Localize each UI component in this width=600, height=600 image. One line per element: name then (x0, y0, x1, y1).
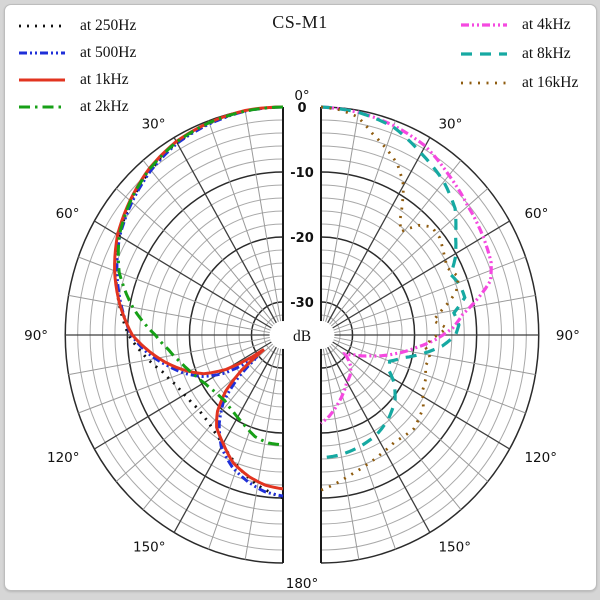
grid-spoke (334, 336, 536, 376)
legend-label-1khz: at 1kHz (80, 70, 129, 88)
grid-spoke (208, 120, 279, 323)
legend-swatch-1khz (19, 78, 65, 81)
legend-label-500hz: at 500Hz (80, 43, 137, 61)
legend-item-4khz: at 4kHz (460, 10, 578, 39)
grid-spoke (244, 110, 282, 322)
series-k2 (116, 105, 284, 447)
grid-spoke (244, 348, 282, 560)
db-tick-label: -10 (290, 166, 314, 181)
grid-spoke (78, 339, 271, 414)
grid-spoke (173, 346, 277, 533)
angle-label: 30° (142, 117, 166, 133)
grid-spoke (332, 220, 510, 329)
db-unit-label: dB (293, 328, 311, 345)
angle-label: 60° (524, 206, 548, 222)
grid-spoke (327, 346, 431, 533)
legend-label-8khz: at 8kHz (522, 44, 571, 62)
grid-spoke (173, 137, 277, 324)
grid-spoke (325, 120, 396, 323)
db-tick-label: -20 (290, 231, 314, 246)
legend-item-1khz: at 1kHz (18, 66, 136, 93)
legend-swatch-2khz (19, 105, 65, 108)
legend-swatch-16khz (461, 81, 507, 84)
legend-swatch-250hz (19, 24, 65, 27)
angle-label: 90° (556, 328, 580, 344)
legend-swatch-500hz (19, 51, 65, 54)
legend-right: at 4kHz at 8kHz at 16kHz (460, 10, 578, 97)
grid-spoke (142, 345, 275, 510)
legend-label-2khz: at 2kHz (80, 97, 129, 115)
series-k8 (320, 105, 467, 460)
legend-swatch-8khz (461, 51, 507, 56)
center-hole (269, 321, 297, 349)
grid-spoke (329, 345, 462, 510)
angle-label: 120° (47, 450, 80, 466)
angle-label-0: 0° (294, 88, 309, 104)
grid-spoke (115, 188, 274, 327)
grid-spoke (322, 348, 360, 560)
grid-spoke (94, 341, 272, 450)
grid-spoke (325, 347, 396, 550)
series-k4 (320, 105, 493, 425)
angle-label: 150° (438, 539, 471, 555)
legend-swatch-4khz (461, 22, 507, 27)
legend-label-250hz: at 250Hz (80, 16, 137, 34)
angle-label-180: 180° (286, 576, 319, 592)
legend-left: at 250Hz at 500Hz at 1kHz at 2kHz (18, 12, 136, 120)
grid-spoke (329, 160, 462, 325)
legend-item-500hz: at 500Hz (18, 39, 136, 66)
legend-item-8khz: at 8kHz (460, 39, 578, 68)
grid-spoke (332, 341, 510, 450)
grid-spoke (94, 220, 272, 329)
grid-spoke (334, 294, 536, 334)
series-hz500 (115, 105, 284, 498)
grid-spoke (330, 188, 489, 327)
angle-label: 120° (524, 450, 557, 466)
polar-half-left: 30° 60° 90° 120° 150° (24, 105, 297, 564)
legend-item-250hz: at 250Hz (18, 12, 136, 39)
grid-spoke (142, 160, 275, 325)
grid-spoke (68, 336, 270, 376)
db-tick-label: 0 (297, 101, 306, 116)
page-title: CS-M1 (272, 12, 328, 32)
grid-spoke (333, 256, 526, 331)
grid-spoke (327, 137, 431, 324)
angle-label: 150° (133, 539, 166, 555)
legend-item-16khz: at 16kHz (460, 68, 578, 97)
angle-label: 60° (56, 206, 80, 222)
legend-label-4khz: at 4kHz (522, 15, 571, 33)
grid-spoke (322, 110, 360, 322)
legend-label-16khz: at 16kHz (522, 73, 579, 91)
series-k1 (113, 105, 284, 491)
grid-spoke (330, 343, 489, 482)
grid-spoke (78, 256, 271, 331)
legend-item-2khz: at 2kHz (18, 93, 136, 120)
angle-label: 30° (438, 117, 462, 133)
grid-spoke (333, 339, 526, 414)
grid-spoke (208, 347, 279, 550)
grid-spoke (68, 294, 270, 334)
angle-label: 90° (24, 328, 48, 344)
db-tick-label: -30 (290, 296, 314, 311)
polar-half-right: 30° 60° 90° 120° 150° (307, 105, 580, 564)
center-hole (307, 321, 335, 349)
